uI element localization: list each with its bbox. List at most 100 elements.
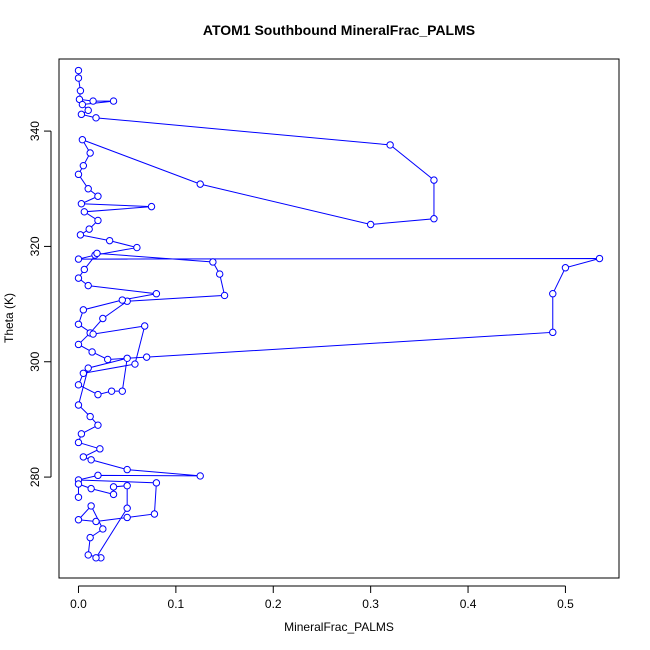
data-point [77, 430, 86, 438]
data-point [94, 421, 102, 429]
data-point [152, 290, 161, 298]
data-point [84, 551, 92, 559]
y-tick-label: 300 [28, 351, 42, 371]
data-point [92, 554, 100, 562]
data-point [74, 480, 83, 488]
data-point [87, 502, 95, 510]
x-tick-label: 0.0 [70, 597, 87, 611]
plot-frame [58, 58, 620, 579]
data-point [209, 258, 217, 266]
data-point [107, 387, 116, 395]
y-axis: 280 300 320 340 [28, 121, 52, 487]
data-point [99, 525, 107, 533]
data-point [78, 100, 87, 109]
data-point [86, 412, 94, 421]
data-point [99, 314, 107, 323]
data-point [123, 513, 131, 522]
data-point [133, 243, 141, 252]
x-tick-label: 0.3 [362, 597, 379, 611]
data-point [93, 249, 101, 258]
data-point [561, 264, 570, 272]
data-point [84, 281, 92, 290]
data-point [74, 401, 83, 409]
data-point [74, 340, 83, 349]
data-point [549, 328, 557, 337]
data-point [92, 517, 100, 526]
data-point [74, 170, 83, 179]
data-point [78, 136, 87, 144]
data-point [109, 490, 118, 499]
data-point [87, 484, 95, 493]
data-point [74, 66, 83, 75]
data-point [123, 482, 131, 490]
data-point [86, 149, 94, 157]
data-point [94, 390, 102, 399]
data-point [74, 274, 83, 282]
data-point [86, 533, 94, 542]
chart-title: ATOM1 Southbound MineralFrac_PALMS [203, 22, 475, 38]
data-point [152, 479, 161, 487]
data-point [430, 215, 438, 223]
data-point [123, 465, 131, 474]
data-point [94, 192, 102, 200]
data-point [94, 471, 102, 480]
data-point [85, 225, 93, 233]
data-point [105, 236, 114, 245]
data-point [109, 97, 118, 105]
data-point [89, 97, 97, 105]
data-point [118, 387, 127, 395]
data-point [366, 220, 375, 229]
y-axis-label: Theta (K) [2, 293, 16, 343]
data-point [89, 330, 97, 338]
y-tick-label: 320 [28, 236, 42, 256]
x-tick-label: 0.5 [557, 597, 574, 611]
data-point [80, 208, 89, 216]
data-point [549, 290, 557, 298]
data-point [96, 445, 104, 453]
data-point [74, 493, 83, 501]
data-point [141, 322, 149, 330]
x-tick-label: 0.4 [460, 597, 477, 611]
data-point [79, 453, 88, 461]
data-point [88, 348, 96, 356]
data-point [76, 231, 85, 239]
data-point [147, 202, 156, 211]
data-point [74, 438, 83, 447]
x-axis: 0.0 0.1 0.2 0.3 0.4 0.5 [70, 585, 574, 611]
data-point [74, 516, 83, 524]
data-point [84, 185, 92, 193]
x-tick-label: 0.1 [168, 597, 185, 611]
data-point [123, 504, 131, 512]
data-point [109, 483, 118, 491]
data-point [84, 364, 92, 372]
y-tick-label: 340 [28, 121, 42, 141]
data-point [386, 141, 394, 149]
data-point [430, 176, 438, 184]
data-series [74, 66, 604, 562]
data-point [74, 74, 83, 82]
data-point [74, 320, 83, 328]
data-point [118, 296, 127, 304]
data-point [74, 381, 83, 389]
data-point [196, 472, 204, 480]
data-point [131, 360, 139, 368]
data-point [79, 161, 88, 170]
data-point [79, 369, 88, 377]
data-point [76, 87, 85, 95]
data-point [94, 216, 102, 225]
x-axis-label: MineralFrac_PALMS [284, 620, 394, 634]
data-point [142, 353, 151, 361]
data-point [595, 254, 604, 263]
data-point [77, 110, 86, 119]
data-point [79, 306, 88, 314]
data-point [215, 270, 224, 278]
data-point [103, 355, 112, 364]
data-point [123, 354, 131, 362]
data-point [77, 200, 86, 208]
data-point [87, 456, 95, 464]
y-tick-label: 280 [28, 467, 42, 487]
data-point [84, 106, 92, 115]
data-point [92, 114, 100, 122]
data-point [80, 265, 89, 274]
